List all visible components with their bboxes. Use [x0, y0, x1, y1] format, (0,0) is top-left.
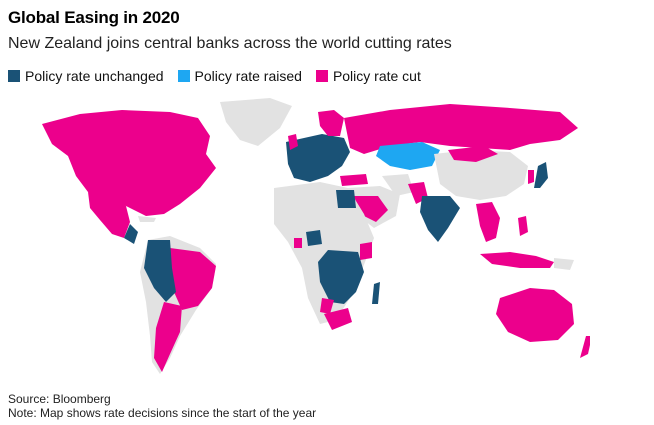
legend-label-cut: Policy rate cut [332, 68, 421, 84]
world-map [42, 98, 590, 374]
russia [344, 104, 578, 154]
uk [288, 134, 298, 150]
chart-subtitle: New Zealand joins central banks across t… [8, 35, 452, 52]
china [434, 150, 528, 200]
legend-label-raised: Policy rate raised [194, 68, 302, 84]
iceland [264, 118, 276, 126]
southeast-asia [476, 202, 500, 242]
legend-swatch-raised [177, 70, 190, 82]
iran [382, 174, 414, 196]
philippines [518, 216, 528, 236]
papua-new-guinea [554, 258, 574, 270]
chart-title: Global Easing in 2020 [8, 8, 180, 27]
saudi-arabia [354, 196, 388, 222]
egypt [336, 190, 356, 208]
legend-item-cut: Policy rate cut [315, 68, 421, 84]
footer: Source: Bloomberg Note: Map shows rate d… [8, 392, 316, 420]
indonesia [480, 252, 554, 268]
kazakhstan [376, 142, 440, 170]
europe [286, 134, 350, 182]
legend-swatch-cut [315, 70, 328, 82]
legend-label-unchanged: Policy rate unchanged [25, 68, 164, 84]
mongolia [448, 146, 498, 162]
japan [534, 162, 548, 188]
madagascar [372, 282, 380, 304]
legend-item-raised: Policy rate raised [177, 68, 302, 84]
mexico [88, 192, 130, 238]
legend-item-unchanged: Policy rate unchanged [8, 68, 164, 84]
andean-countries [144, 240, 176, 302]
south-africa [324, 308, 352, 330]
legend-swatch-unchanged [8, 70, 20, 82]
legend: Policy rate unchanged Policy rate raised… [8, 68, 421, 84]
map-note: Note: Map shows rate decisions since the… [8, 406, 317, 420]
caribbean [138, 216, 156, 222]
southern-cone [154, 302, 182, 372]
southern-africa-unchanged [318, 250, 364, 304]
new-zealand [580, 336, 590, 358]
turkey [340, 174, 368, 186]
greenland [220, 98, 292, 146]
ghana [294, 238, 302, 248]
central-america [124, 224, 138, 244]
brazil [168, 248, 216, 310]
kenya [360, 242, 372, 260]
source-note: Source: Bloomberg [8, 392, 111, 406]
nigeria [306, 230, 322, 246]
scandinavia [318, 110, 344, 136]
korea [528, 170, 534, 184]
india [420, 196, 460, 242]
north-america [42, 110, 216, 216]
namibia [320, 298, 334, 314]
australia [496, 288, 574, 342]
